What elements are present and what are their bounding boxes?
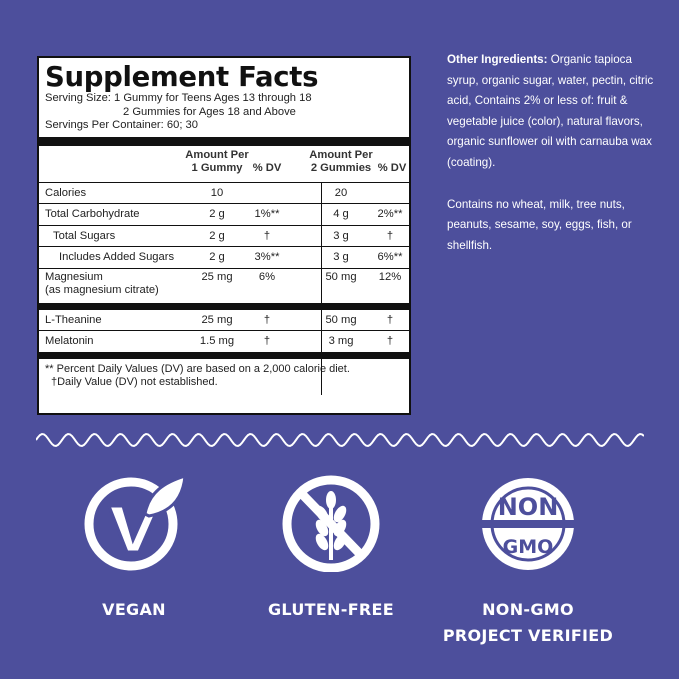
ingredients-text: Other Ingredients: Organic tapioca syrup… [447, 53, 654, 169]
gluten-free-label: GLUTEN-FREE [267, 600, 395, 619]
gluten-free-icon [282, 475, 380, 572]
dv2-header: % DV [377, 161, 407, 174]
amount-per-2-header: Amount Per 2 Gummies [309, 148, 373, 174]
footnote-dv: ** Percent Daily Values (DV) are based o… [45, 362, 350, 375]
non-gmo-label: NON-GMO PROJECT VERIFIED [442, 600, 614, 645]
column-divider [321, 181, 322, 395]
divider-thick [39, 136, 409, 146]
dv1-header: % DV [252, 161, 282, 174]
facts-table: Amount Per 1 Gummy % DV Amount Per 2 Gummi… [39, 146, 409, 395]
table-row: L-Theanine 25 mg † 50 mg † [39, 310, 409, 331]
non-gmo-icon: NON GMO [482, 478, 574, 570]
other-ingredients: Other Ingredients: Organic tapioca syrup… [447, 50, 659, 277]
table-row: Calories 10 20 [39, 183, 409, 204]
amount-per-1-header: Amount Per 1 Gummy [185, 148, 249, 174]
facts-title: Supplement Facts [45, 61, 319, 93]
gmo-text: GMO [503, 536, 554, 558]
divider-thick [39, 351, 409, 359]
supplement-facts-panel: Supplement Facts Serving Size: 1 Gummy f… [37, 56, 411, 415]
non-text: NON [498, 493, 559, 521]
footnote-dagger: †Daily Value (DV) not established. [51, 376, 218, 388]
divider-thick [39, 302, 409, 310]
wave-divider [36, 432, 644, 448]
vegan-icon [84, 474, 185, 571]
allergen-statement: Contains no wheat, milk, tree nuts, pean… [447, 197, 632, 252]
table-row: Magnesium (as magnesium citrate) 25 mg 6%… [45, 270, 402, 296]
table-row: Melatonin 1.5 mg † 3 mg † [45, 335, 394, 347]
table-row: Total Carbohydrate 2 g 1%** 4 g 2%** [39, 204, 409, 226]
table-row: Total Sugars 2 g † 3 g † [39, 226, 409, 247]
servings-per-container: Servings Per Container: 60; 30 [45, 119, 198, 131]
serving-size-adult: 2 Gummies for Ages 18 and Above [123, 105, 296, 118]
table-row: Includes Added Sugars 2 g 3%** 3 g 6%** [39, 247, 409, 269]
facts-header-row: Amount Per 1 Gummy % DV Amount Per 2 Gummi… [39, 146, 409, 183]
serving-size: Serving Size: 1 Gummy for Teens Ages 13 … [45, 92, 312, 104]
vegan-label: VEGAN [102, 600, 166, 619]
